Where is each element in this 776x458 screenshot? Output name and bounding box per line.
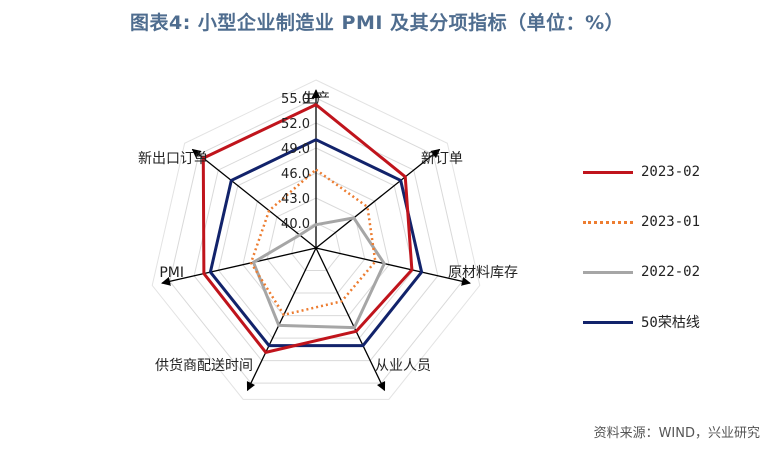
axis-label: 新订单: [421, 151, 463, 167]
radial-tick-label: 40.0: [281, 217, 310, 232]
axis-spoke: [246, 247, 317, 392]
radar-grid: [151, 79, 481, 400]
legend-item-2023-01: 2023-01: [583, 212, 700, 232]
legend-label: 2023-02: [641, 164, 701, 180]
axis-label: 供货商配送时间: [155, 357, 253, 374]
legend-swatch: [583, 270, 633, 274]
axis-spoke: [315, 247, 386, 392]
series-line-2022-02: [251, 216, 386, 330]
radar-axes: [161, 89, 471, 392]
chart-title: 图表4: 小型企业制造业 PMI 及其分项指标（单位：%）: [130, 12, 625, 34]
axis-label: 生产: [302, 91, 330, 107]
legend-item-2023-02: 2023-02: [583, 162, 700, 182]
axis-spoke: [161, 247, 317, 286]
radial-tick-label: 52.0: [281, 117, 310, 132]
axis-spoke: [315, 247, 471, 286]
grid-ring: [217, 147, 415, 339]
radial-tick-label: 46.0: [281, 167, 310, 182]
source-note: 资料来源：WIND，兴业研究: [593, 426, 760, 441]
radial-ticks: 40.0 43.0 46.0 49.0 52.0 55.0: [281, 92, 310, 232]
legend-label: 2023-01: [641, 214, 701, 230]
axis-label: 从业人员: [375, 358, 431, 374]
axis-spoke: [315, 148, 441, 249]
axis-label: PMI: [159, 265, 184, 281]
legend-swatch: [583, 320, 633, 324]
legend-item-50-line: 50荣枯线: [583, 312, 700, 332]
grid-ring: [169, 97, 463, 384]
legend-label: 50荣枯线: [641, 315, 700, 331]
radial-tick-label: 55.0: [281, 92, 310, 107]
grid-ring: [193, 122, 439, 362]
legend-item-2022-02: 2022-02: [583, 262, 700, 282]
axis-label: 原材料库存: [448, 265, 518, 281]
radial-tick-label: 49.0: [281, 142, 310, 157]
legend-swatch: [583, 220, 633, 224]
legend-swatch: [583, 170, 633, 174]
grid-ring: [242, 172, 390, 317]
series-line-2023-02: [201, 103, 414, 354]
axis-label: 新出口订单: [138, 151, 208, 167]
radar-series: [201, 103, 424, 354]
series-line-50荣枯线: [208, 138, 424, 348]
grid-ring: [151, 79, 481, 400]
axis-spoke: [191, 148, 317, 249]
series-line-2023-01: [249, 168, 377, 317]
radial-tick-label: 43.0: [281, 192, 310, 207]
legend-label: 2022-02: [641, 264, 701, 280]
